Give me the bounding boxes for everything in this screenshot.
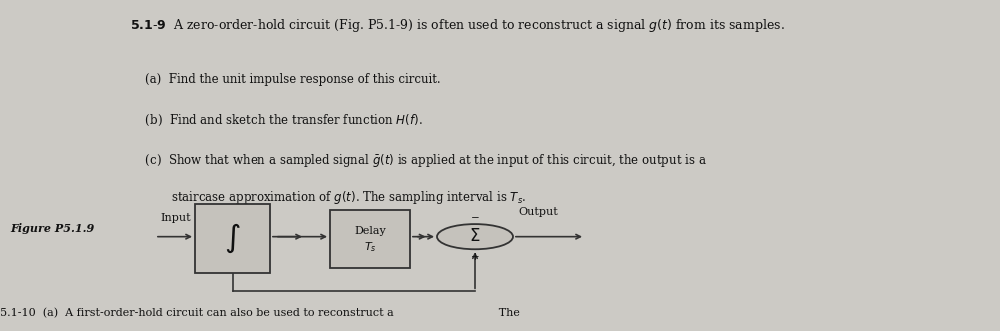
Text: $\Sigma$: $\Sigma$ (469, 228, 481, 245)
Text: $T_s$: $T_s$ (364, 241, 376, 254)
Text: Input: Input (160, 213, 191, 223)
Text: $\mathbf{5.1\text{-}9}$  A zero-order-hold circuit (Fig. P5.1-9) is often used t: $\mathbf{5.1\text{-}9}$ A zero-order-hol… (130, 17, 785, 33)
Text: (a)  Find the unit impulse response of this circuit.: (a) Find the unit impulse response of th… (130, 73, 441, 86)
Text: Delay: Delay (354, 226, 386, 236)
FancyBboxPatch shape (195, 204, 270, 273)
FancyBboxPatch shape (330, 210, 410, 268)
Text: $\int$: $\int$ (224, 222, 241, 255)
Text: Figure P5.1.9: Figure P5.1.9 (10, 223, 94, 234)
Text: (c)  Show that when a sampled signal $\bar{g}(t)$ is applied at the input of thi: (c) Show that when a sampled signal $\ba… (130, 152, 707, 169)
Text: $-$: $-$ (470, 212, 480, 221)
Circle shape (437, 224, 513, 249)
Text: $+$: $+$ (470, 251, 480, 262)
Text: (b)  Find and sketch the transfer function $H(f)$.: (b) Find and sketch the transfer functio… (130, 113, 423, 128)
Text: 5.1-10  (a)  A first-order-hold circuit can also be used to reconstruct a       : 5.1-10 (a) A first-order-hold circuit ca… (0, 307, 520, 318)
Text: staircase approximation of $g(t)$. The sampling interval is $T_s$.: staircase approximation of $g(t)$. The s… (130, 189, 526, 206)
Text: Output: Output (518, 207, 558, 217)
